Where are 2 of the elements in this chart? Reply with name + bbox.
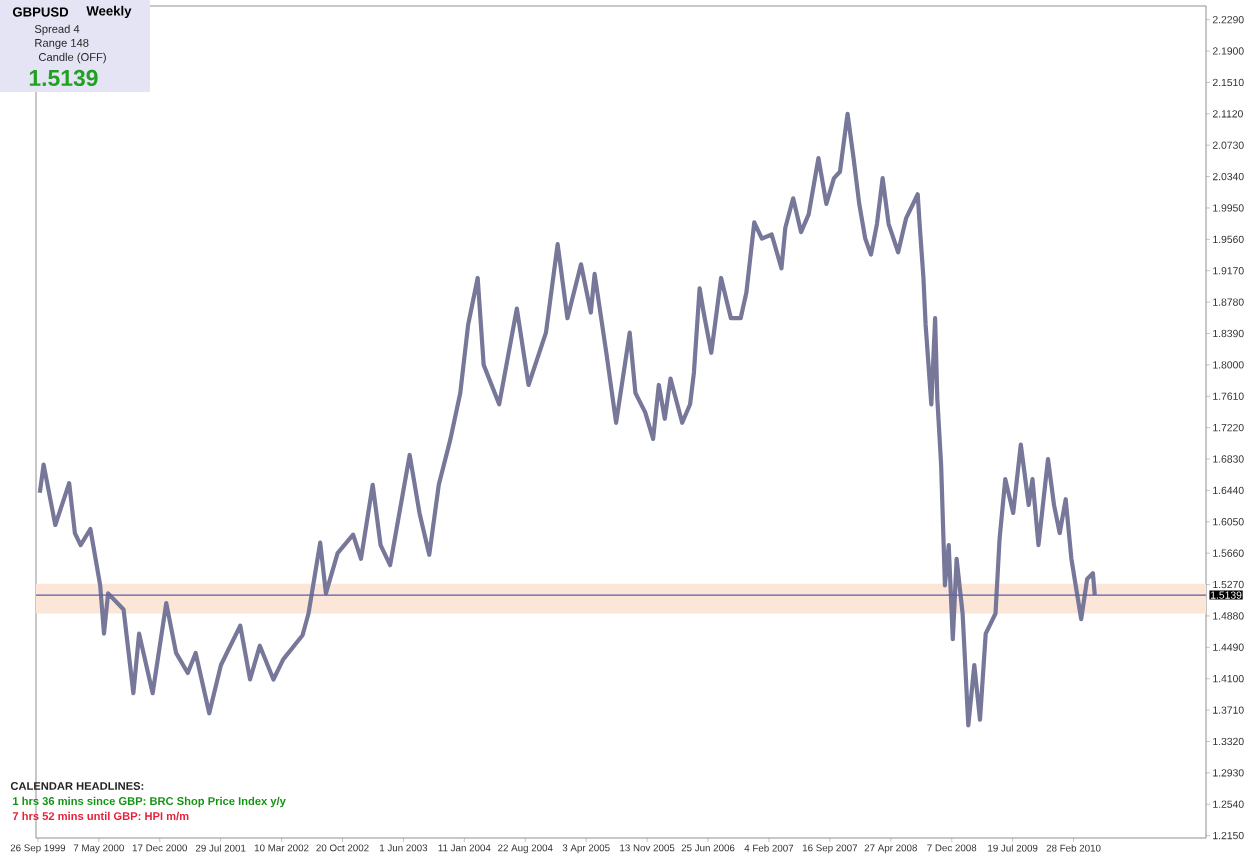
annotation: 1.5139 [29, 69, 98, 87]
line-series [37, 111, 1097, 728]
